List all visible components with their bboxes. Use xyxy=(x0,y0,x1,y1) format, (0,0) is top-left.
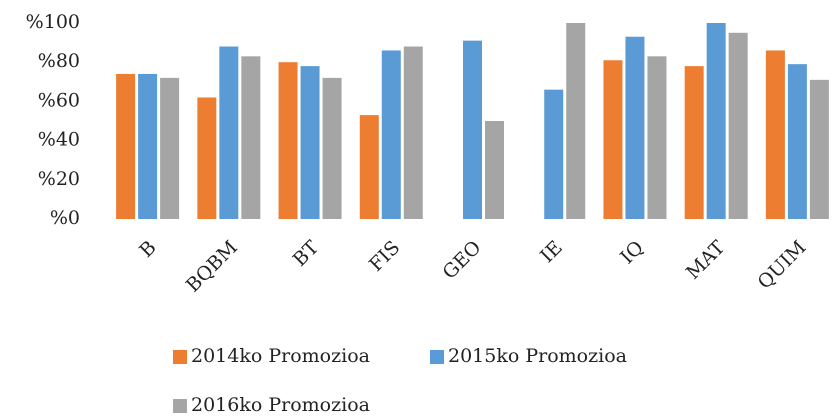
x-tick-label: IQ xyxy=(616,237,648,269)
bar xyxy=(485,121,504,219)
legend-swatch xyxy=(173,399,187,413)
y-tick-label: %40 xyxy=(38,129,80,151)
x-tick-label: GEO xyxy=(438,237,485,284)
bar xyxy=(728,32,748,219)
x-tick-label: BQBM xyxy=(182,237,242,297)
legend-label: 2014ko Promozioa xyxy=(191,345,370,367)
legend-swatch xyxy=(173,350,187,364)
bar xyxy=(566,23,586,219)
y-tick-label: %100 xyxy=(26,11,80,33)
bar xyxy=(603,60,623,219)
bar xyxy=(359,115,379,219)
x-tick-label: B xyxy=(135,237,160,262)
x-tick-label: QUIM xyxy=(753,237,810,294)
bar xyxy=(647,56,667,219)
bar xyxy=(241,56,261,219)
bar xyxy=(625,36,645,219)
bar xyxy=(381,50,401,219)
legend-swatch xyxy=(430,350,444,364)
bar xyxy=(684,66,704,220)
bar xyxy=(322,77,342,219)
x-tick-label: MAT xyxy=(682,236,729,283)
bar xyxy=(138,73,158,220)
y-tick-label: %0 xyxy=(50,207,80,229)
bar xyxy=(219,46,239,219)
bar xyxy=(160,77,180,219)
bar xyxy=(706,23,726,219)
y-tick-label: %60 xyxy=(38,89,80,111)
y-tick-label: %80 xyxy=(38,50,80,72)
bar xyxy=(463,40,482,219)
x-tick-label: FIS xyxy=(365,237,404,276)
bar xyxy=(403,46,423,219)
x-tick-label: IE xyxy=(536,237,567,268)
bar xyxy=(278,62,298,220)
legend-label: 2015ko Promozioa xyxy=(448,345,627,367)
bar xyxy=(765,50,785,219)
bar xyxy=(787,64,807,219)
bar xyxy=(544,89,564,219)
y-tick-label: %20 xyxy=(38,168,80,190)
bar xyxy=(197,97,217,219)
x-tick-label: BT xyxy=(289,236,324,271)
bar xyxy=(300,66,320,220)
bar xyxy=(809,79,829,219)
legend-label: 2016ko Promozioa xyxy=(191,394,370,416)
bar xyxy=(116,73,136,220)
